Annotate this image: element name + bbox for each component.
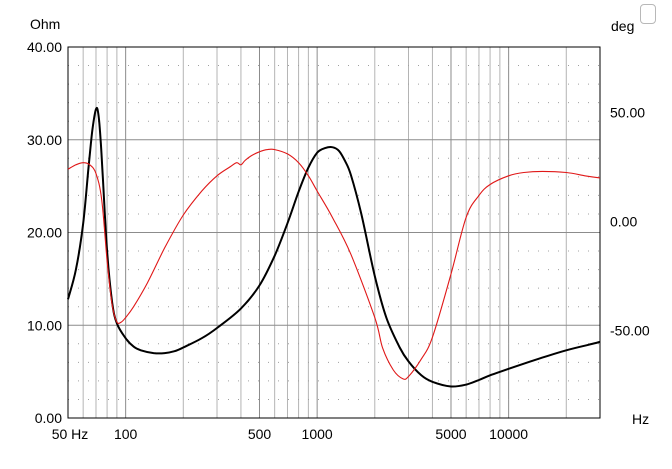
- y-axis-left-ticks: 0.00 10.00 20.00 30.00 40.00: [27, 39, 62, 426]
- x-axis-ticks: 50 Hz 100 500 1000 5000 10000: [52, 426, 529, 442]
- impedance-curve: [67, 106, 601, 388]
- x-tick-label: 500: [248, 426, 272, 442]
- series: [67, 106, 601, 388]
- x-tick-label: 5000: [435, 426, 466, 442]
- x-tick-label: 10000: [489, 426, 528, 442]
- x-axis-label: Hz: [632, 411, 649, 427]
- y-right-tick-label: -50.00: [610, 323, 650, 339]
- grid: [68, 46, 600, 419]
- x-tick-label: 50 Hz: [52, 426, 89, 442]
- phase-curve: [67, 148, 601, 380]
- y-axis-left-label: Ohm: [30, 16, 60, 32]
- y-axis-right-label: deg: [611, 18, 634, 34]
- x-tick-label: 100: [114, 426, 138, 442]
- y-left-tick-label: 20.00: [27, 225, 62, 241]
- y-right-tick-label: 0.00: [610, 214, 637, 230]
- corner-toggle-button[interactable]: [640, 4, 656, 24]
- y-left-tick-label: 10.00: [27, 317, 62, 333]
- y-left-tick-label: 40.00: [27, 39, 62, 55]
- x-tick-label: 1000: [302, 426, 333, 442]
- y-right-tick-label: 50.00: [610, 104, 645, 120]
- y-axis-right-ticks: 50.00 0.00 -50.00: [610, 104, 650, 338]
- y-left-tick-label: 30.00: [27, 132, 62, 148]
- plot-frame: [67, 46, 601, 419]
- y-left-tick-label: 0.00: [35, 410, 62, 426]
